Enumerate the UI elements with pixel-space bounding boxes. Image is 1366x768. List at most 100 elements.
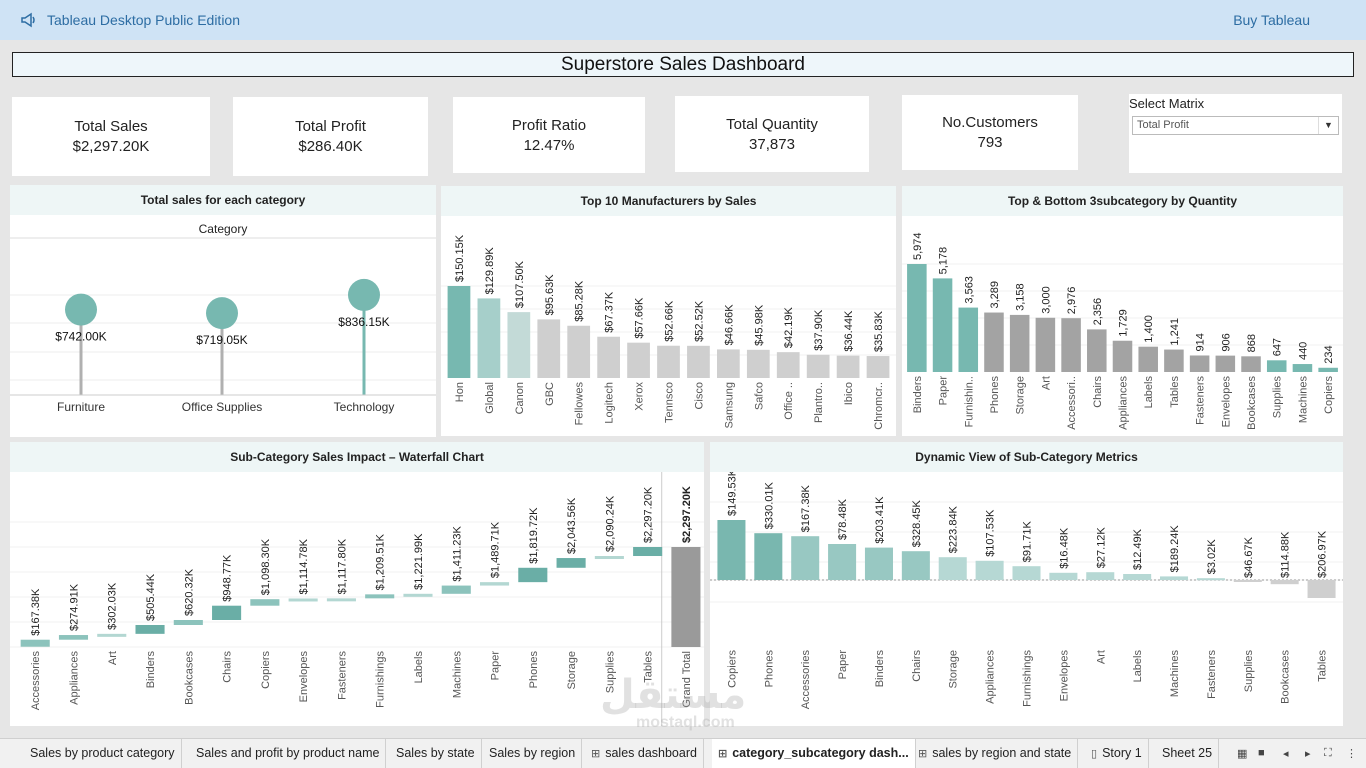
lollipop-dot (206, 297, 238, 330)
waterfall-bar (594, 556, 624, 560)
x-tick-label: Envelopes (298, 651, 310, 703)
sheet-tab-bar: Sales by product category Sales and prof… (0, 738, 1366, 768)
film-strip-icon[interactable]: ▦ (1237, 748, 1248, 760)
tab-label: Sales by region (489, 746, 576, 760)
dashboard-icon: ⊞ (918, 748, 928, 760)
data-label: $167.38K (800, 484, 812, 532)
data-label: $85.28K (574, 280, 586, 322)
x-tick-label: Furnishings (375, 651, 387, 708)
dynamic-metrics-chart: $149.53K Copiers $330.01K Phones $167.38K Acc… (710, 472, 1343, 709)
select-matrix-value: Total Profit (1137, 119, 1189, 131)
x-tick-label: Envelopes (1058, 650, 1070, 702)
data-label: $27.12K (1095, 527, 1107, 569)
x-tick-label: Supplies (1272, 376, 1284, 419)
kpi-label: Total Sales (74, 118, 148, 135)
tab-sales-by-region-and-state[interactable]: ⊞ sales by region and state (912, 739, 1079, 768)
more-icon[interactable]: ⋮ (1346, 748, 1357, 760)
fullscreen-icon[interactable]: ⛶ (1324, 747, 1332, 759)
kpi-label: Total Profit (295, 118, 366, 135)
bar (657, 345, 680, 378)
bar (984, 312, 1004, 372)
tab-category-subcategory-dash[interactable]: ⊞ category_subcategory dash... (712, 739, 916, 768)
bar (1160, 576, 1189, 580)
panel-title: Total sales for each category (10, 185, 436, 215)
tab-sheet-25[interactable]: Sheet 25 (1156, 739, 1220, 768)
grid-view-icon[interactable]: ■ (1258, 747, 1265, 759)
x-tick-label: Labels (1132, 650, 1144, 683)
data-label: 1,241 (1169, 318, 1181, 346)
x-tick-label: Storage (948, 650, 960, 689)
bar (1138, 346, 1158, 372)
bar (932, 278, 953, 372)
tab-label: sales by region and state (932, 746, 1072, 760)
waterfall-bar (97, 633, 127, 637)
data-label: $620.32K (183, 568, 195, 616)
x-tick-label: Envelopes (1220, 376, 1232, 428)
panel-category: Total sales for each category Category $7… (10, 185, 436, 437)
bar (507, 312, 531, 378)
bar (866, 356, 890, 378)
waterfall-bar (441, 585, 471, 594)
waterfall-bar (479, 582, 510, 586)
x-tick-label: Chairs (222, 651, 234, 683)
x-tick-label: GBC (544, 382, 556, 406)
data-label: $107.50K (514, 260, 526, 308)
tab-sales-by-state[interactable]: Sales by state (390, 739, 482, 768)
first-sheet-icon[interactable]: ◂ (1283, 748, 1289, 760)
tab-sales-by-product-category[interactable]: Sales by product category (24, 739, 182, 768)
tab-label: Sales by state (396, 746, 475, 760)
tab-sales-dashboard[interactable]: ⊞ sales dashboard (585, 739, 704, 768)
kpi-no-customers: No.Customers 793 (902, 95, 1078, 170)
waterfall-bar (58, 635, 89, 640)
panel-waterfall: Sub-Category Sales Impact – Waterfall Ch… (10, 442, 704, 726)
watermark-url: mostaql.com (636, 714, 735, 731)
tab-sales-and-profit[interactable]: Sales and profit by product name (190, 739, 387, 768)
bar (1087, 329, 1107, 372)
select-matrix-dropdown[interactable]: Total Profit ▼ (1132, 116, 1339, 135)
select-matrix-label: Select Matrix (1129, 96, 1205, 111)
bar (447, 286, 471, 378)
lollipop-dot (65, 293, 97, 326)
data-label: $274.91K (68, 583, 80, 631)
x-tick-label: Bookcases (1280, 650, 1292, 704)
tab-story-1[interactable]: ▯ Story 1 (1085, 739, 1149, 768)
buy-tableau-link[interactable]: Buy Tableau (1233, 12, 1310, 28)
x-tick-label: Plantro.. (813, 382, 825, 423)
bar (627, 342, 650, 378)
data-label: $67.37K (604, 291, 616, 333)
chevron-down-icon[interactable]: ▼ (1318, 117, 1338, 134)
next-sheet-icon[interactable]: ▸ (1305, 748, 1311, 760)
bar (1292, 364, 1313, 372)
x-tick-label: Art (1040, 376, 1052, 390)
bar (717, 520, 746, 580)
data-label: 2,976 (1066, 287, 1078, 315)
data-label: $78.48K (837, 498, 849, 540)
x-tick-label: Paper (837, 650, 849, 680)
x-tick-label: Samsung (723, 382, 735, 428)
bar (1307, 580, 1336, 598)
data-label: 5,178 (938, 247, 950, 275)
panel-title: Dynamic View of Sub-Category Metrics (710, 442, 1343, 472)
bar (806, 354, 830, 378)
data-label: $1,117.80K (336, 538, 348, 594)
bar (1049, 572, 1078, 580)
bar (836, 355, 860, 378)
data-label: $1,209.51K (375, 533, 387, 590)
x-tick-label: Fasteners (336, 651, 348, 700)
x-tick-label: Fasteners (1206, 650, 1218, 699)
kpi-total-quantity: Total Quantity 37,873 (675, 96, 869, 172)
x-tick-label: Bookcases (1246, 376, 1258, 430)
x-tick-label: Tables (643, 651, 655, 683)
data-label: 1,729 (1118, 309, 1130, 337)
data-label: $1,098.30K (260, 538, 272, 595)
data-label: $302.03K (107, 582, 119, 630)
story-icon: ▯ (1091, 748, 1098, 760)
tab-label: Story 1 (1102, 746, 1142, 760)
bar (1164, 349, 1184, 372)
x-tick-label: Copiers (726, 650, 738, 688)
data-label: $52.52K (693, 300, 705, 342)
tab-sales-by-region[interactable]: Sales by region (483, 739, 583, 768)
bar (1009, 314, 1030, 372)
bar (1266, 360, 1287, 372)
x-tick-label: Labels (413, 651, 425, 684)
